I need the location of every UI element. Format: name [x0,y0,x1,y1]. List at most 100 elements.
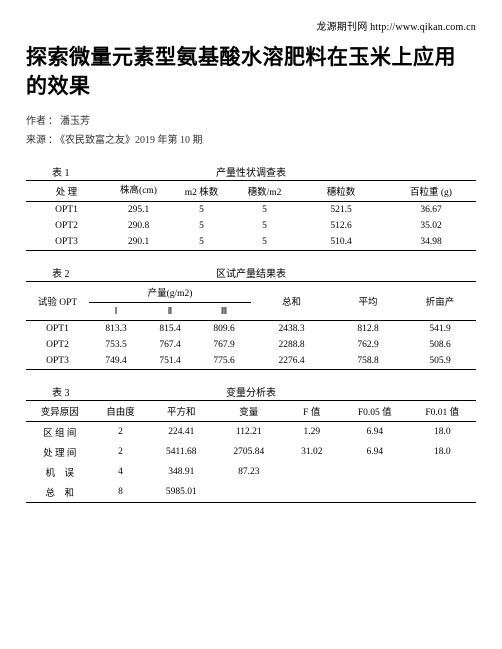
table2-cell: 775.6 [197,353,251,370]
author-label: 作者 [26,116,46,127]
table3-row: 机 误4348.9187.23 [26,462,476,482]
table1-cell: OPT2 [26,218,107,234]
table2-cell: 753.5 [89,337,143,353]
table1-header-row: 处 理 株高(cm) m2 株数 穗数/m2 穗粒数 百粒重 (g) [26,180,476,201]
table2-cell: 815.4 [143,320,197,337]
table3-cell: 处 理 间 [26,442,94,462]
table3-cell: 2 [94,442,148,462]
table3-cell: 224.41 [148,421,216,442]
table3-cell: 31.02 [283,442,342,462]
page: { "topsite": { "label": "龙源期刊网", "url": … [0,0,502,649]
table3-cell: 5411.68 [148,442,216,462]
t2s2: Ⅲ [197,302,251,320]
table1: 处 理 株高(cm) m2 株数 穗数/m2 穗粒数 百粒重 (g) OPT12… [26,180,476,251]
table2-row: OPT1813.3815.4809.62438.3812.8541.9 [26,320,476,337]
table1-block: 表 1 产量性状调查表 处 理 株高(cm) m2 株数 穗数/m2 穗粒数 百… [26,164,476,251]
table3-block: 表 3 变量分析表 变异原因 自由度 平方和 变量 F 值 F0.05 值 F0… [26,384,476,503]
table1-cell: 5 [233,218,296,234]
author-name: 潘玉芳 [60,116,90,127]
table3-cell: 2705.84 [215,442,283,462]
table3-cell: 18.0 [409,421,477,442]
t2gh-opt: 试验 OPT [26,281,89,320]
t3h5: F0.05 值 [341,400,409,421]
t2gh-avg: 平均 [332,281,404,320]
table2-row: OPT3749.4751.4775.62276.4758.8505.9 [26,353,476,370]
table1-cell: 5 [170,201,233,218]
table1-row: OPT2290.855512.635.02 [26,218,476,234]
table3-caption: 表 3 变量分析表 [26,384,476,398]
table3-cell: 总 和 [26,482,94,503]
table3-row: 区 组 间2224.41112.211.296.9418.0 [26,421,476,442]
table2-cell: 508.6 [404,337,476,353]
source-label: 来源 [26,135,46,146]
table1-cell: 521.5 [296,201,386,218]
t3h1: 自由度 [94,400,148,421]
table2-title: 区试产量结果表 [26,265,476,280]
table2-caption: 表 2 区试产量结果表 [26,265,476,279]
t2gh-group: 产量(g/m2) [89,281,251,302]
table1-cell: 5 [233,201,296,218]
t2-group-row: 试验 OPT 产量(g/m2) 总和 平均 折亩产 [26,281,476,302]
table2-row: OPT2753.5767.4767.92288.8762.9508.6 [26,337,476,353]
t1h3: 穗数/m2 [233,180,296,201]
table3-cell [283,482,342,503]
t1h2: m2 株数 [170,180,233,201]
table3-title: 变量分析表 [26,384,476,399]
table1-cell: 290.1 [107,234,170,251]
table3-header-row: 变异原因 自由度 平方和 变量 F 值 F0.05 值 F0.01 值 [26,400,476,421]
table2-cell: 813.3 [89,320,143,337]
table3-cell: 348.91 [148,462,216,482]
t1h4: 穗粒数 [296,180,386,201]
table3-cell [341,462,409,482]
t3h4: F 值 [283,400,342,421]
table1-row: OPT3290.155510.434.98 [26,234,476,251]
t2s0: Ⅰ [89,302,143,320]
t3h0: 变异原因 [26,400,94,421]
table3-cell: 机 误 [26,462,94,482]
table3-cell [341,482,409,503]
table2-cell: 2288.8 [251,337,332,353]
table2-cell: 505.9 [404,353,476,370]
table3-cell: 112.21 [215,421,283,442]
table2-cell: 2276.4 [251,353,332,370]
table1-cell: 5 [233,234,296,251]
table3-cell [409,462,477,482]
table1-cell: 36.67 [386,201,476,218]
table2-cell: 751.4 [143,353,197,370]
table1-cell: OPT1 [26,201,107,218]
table2-cell: 767.4 [143,337,197,353]
table3-cell: 87.23 [215,462,283,482]
site-header: 龙源期刊网 http://www.qikan.com.cn [26,18,476,33]
site-url: http://www.qikan.com.cn [370,22,476,33]
t3h6: F0.01 值 [409,400,477,421]
table3-row: 处 理 间25411.682705.8431.026.9418.0 [26,442,476,462]
table3-row: 总 和85985.01 [26,482,476,503]
t2s1: Ⅱ [143,302,197,320]
table1-cell: 34.98 [386,234,476,251]
table1-cell: 5 [170,234,233,251]
table3-cell: 5985.01 [148,482,216,503]
table2-cell: OPT1 [26,320,89,337]
table3-cell: 8 [94,482,148,503]
table3-cell [409,482,477,503]
table2: 试验 OPT 产量(g/m2) 总和 平均 折亩产 Ⅰ Ⅱ Ⅲ OPT1813.… [26,281,476,370]
article-title: 探索微量元素型氨基酸水溶肥料在玉米上应用的效果 [26,43,476,102]
table1-cell: OPT3 [26,234,107,251]
table2-cell: 767.9 [197,337,251,353]
table2-cell: 762.9 [332,337,404,353]
article-meta: 作者：潘玉芳 来源：《农民致富之友》2019 年第 10 期 [26,112,476,150]
table1-cell: 512.6 [296,218,386,234]
t1h1: 株高(cm) [107,180,170,201]
table1-cell: 510.4 [296,234,386,251]
table2-cell: 2438.3 [251,320,332,337]
table3-cell: 6.94 [341,442,409,462]
table2-cell: OPT2 [26,337,89,353]
table1-cell: 35.02 [386,218,476,234]
t1h5: 百粒重 (g) [386,180,476,201]
table3: 变异原因 自由度 平方和 变量 F 值 F0.05 值 F0.01 值 区 组 … [26,400,476,503]
table1-title: 产量性状调查表 [26,164,476,179]
table3-cell: 区 组 间 [26,421,94,442]
table1-caption: 表 1 产量性状调查表 [26,164,476,178]
table3-cell [215,482,283,503]
table3-cell [283,462,342,482]
